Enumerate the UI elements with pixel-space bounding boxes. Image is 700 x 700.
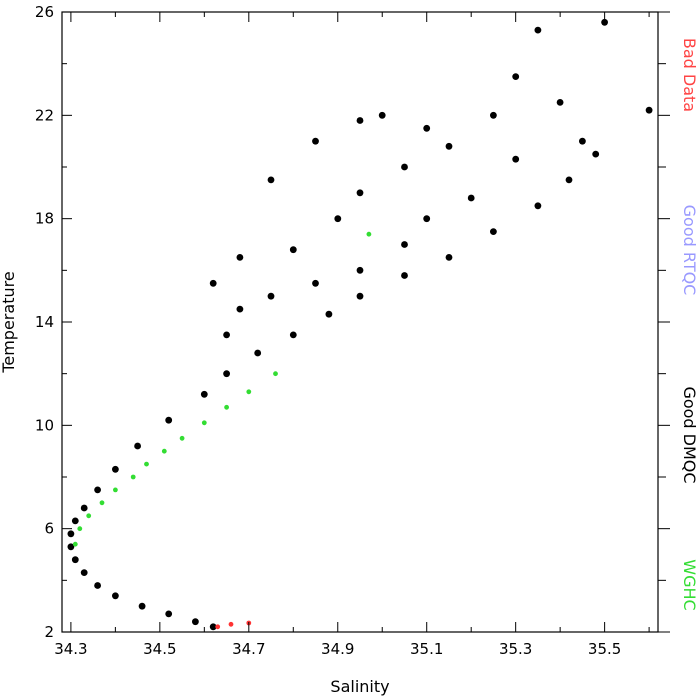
plot-frame xyxy=(61,11,659,633)
x-tick-label: 34.7 xyxy=(232,640,265,658)
data-point xyxy=(401,241,408,248)
data-point xyxy=(467,194,475,202)
data-point xyxy=(223,370,231,378)
y-tick-label: 10 xyxy=(35,416,54,434)
data-point xyxy=(254,349,262,357)
legend-entry: Good DMQC xyxy=(680,386,699,483)
y-tick-label: 6 xyxy=(44,520,54,538)
data-point xyxy=(534,202,542,210)
data-point xyxy=(512,73,520,80)
y-tick-label: 22 xyxy=(35,106,54,124)
data-point xyxy=(246,389,252,395)
data-point xyxy=(423,215,431,223)
data-point xyxy=(356,266,364,274)
data-point xyxy=(215,624,221,630)
data-point xyxy=(356,117,364,124)
data-point xyxy=(112,465,119,473)
data-point xyxy=(209,623,217,631)
data-point xyxy=(77,526,83,532)
data-point xyxy=(179,435,185,441)
legend-entry: WGHC xyxy=(680,559,699,610)
legend: Bad Data Good RTQC Good DMQC WGHC xyxy=(680,38,699,611)
x-tick-label: 34.5 xyxy=(143,640,176,658)
data-point xyxy=(267,292,275,300)
data-point xyxy=(94,486,101,494)
y-tick-label: 14 xyxy=(35,313,54,331)
x-tick-label: 35.5 xyxy=(588,640,621,658)
data-point xyxy=(71,517,79,525)
data-point xyxy=(312,137,319,145)
data-point xyxy=(334,215,342,223)
data-point xyxy=(165,416,173,424)
data-point xyxy=(401,163,408,171)
data-point xyxy=(224,404,230,410)
data-point xyxy=(490,111,497,119)
data-point xyxy=(645,106,653,114)
data-point xyxy=(273,371,278,377)
data-point xyxy=(289,246,297,254)
data-point xyxy=(592,150,600,158)
y-axis-label: Temperature xyxy=(0,271,18,373)
data-point xyxy=(445,142,453,150)
data-point xyxy=(80,504,88,512)
y-tick-label: 2 xyxy=(44,623,54,641)
data-point xyxy=(72,541,78,547)
data-point xyxy=(579,137,586,145)
data-point xyxy=(99,500,105,506)
x-tick-label: 34.9 xyxy=(321,640,354,658)
data-point xyxy=(192,618,199,626)
data-point xyxy=(312,279,319,287)
data-point xyxy=(401,272,408,279)
data-point xyxy=(134,442,142,450)
data-point xyxy=(601,18,608,26)
data-point xyxy=(161,448,167,454)
data-point xyxy=(356,189,364,197)
x-tick-label: 35.1 xyxy=(410,640,443,658)
y-tick-label: 18 xyxy=(35,210,54,228)
data-point xyxy=(445,254,453,261)
data-point xyxy=(200,390,208,398)
data-point xyxy=(565,176,573,184)
legend-entry: Good RTQC xyxy=(680,205,699,296)
data-point xyxy=(80,569,88,576)
data-point xyxy=(423,124,431,132)
data-point xyxy=(534,26,542,34)
data-point xyxy=(201,420,207,426)
data-point xyxy=(512,155,520,163)
data-point xyxy=(236,254,244,261)
data-point xyxy=(223,331,231,339)
x-axis-label: Salinity xyxy=(330,677,389,696)
data-point xyxy=(113,487,118,493)
legend-entry: Bad Data xyxy=(680,38,699,112)
data-point xyxy=(86,513,92,519)
y-tick-label: 26 xyxy=(35,3,54,21)
data-point xyxy=(325,310,333,318)
data-point xyxy=(130,474,136,480)
data-point xyxy=(112,592,119,600)
data-point xyxy=(209,279,217,287)
data-point xyxy=(67,530,75,538)
data-point xyxy=(138,602,146,610)
data-point xyxy=(71,556,79,564)
data-point xyxy=(366,231,372,237)
data-point xyxy=(556,99,564,106)
data-point xyxy=(490,228,497,236)
data-point xyxy=(289,331,297,339)
data-point xyxy=(67,543,75,551)
x-axis: 34.3 34.5 34.7 34.9 35.1 35.3 35.5 xyxy=(54,12,650,658)
data-point xyxy=(267,176,275,184)
data-point xyxy=(144,461,149,467)
data-point xyxy=(356,292,364,300)
data-point xyxy=(94,582,101,589)
data-point xyxy=(236,305,244,313)
data-point xyxy=(165,610,173,618)
plot-area xyxy=(67,18,653,631)
x-tick-label: 34.3 xyxy=(54,640,87,658)
x-tick-label: 35.3 xyxy=(499,640,532,658)
data-point xyxy=(228,621,234,627)
data-point xyxy=(378,111,386,119)
